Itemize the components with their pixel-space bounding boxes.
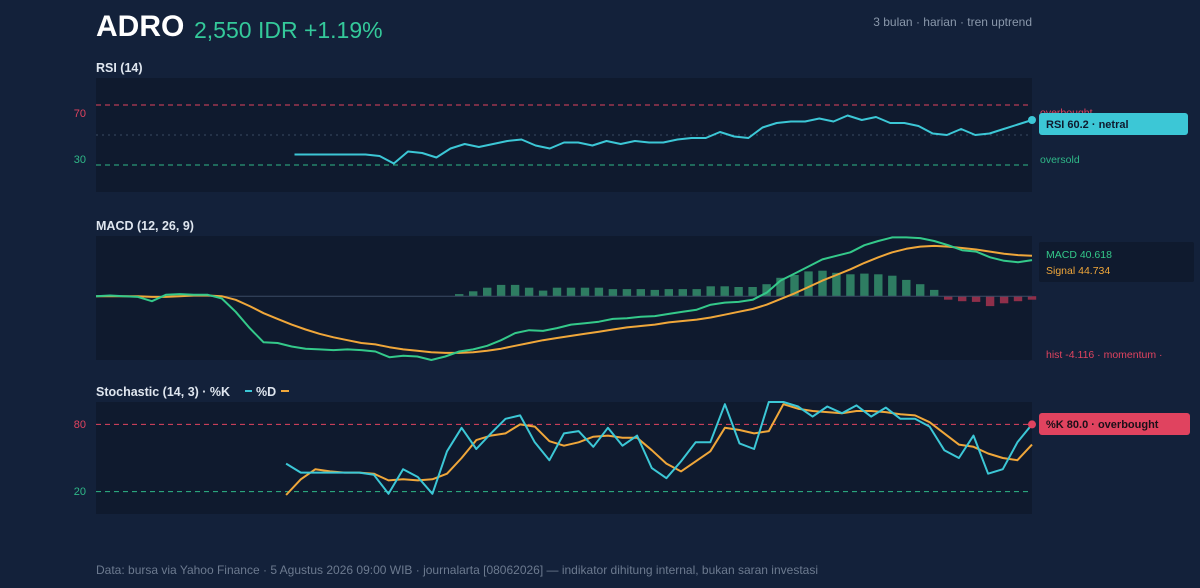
macd-hist-bar [455,294,464,297]
stoch-k-line [285,401,1033,495]
macd-hist-bar [692,289,701,297]
macd-legend-signal: Signal 44.734 [1046,265,1110,277]
macd-hist-bar [971,296,981,302]
macd-legend-hist: hist -4.116 · momentum · [1046,349,1163,361]
macd-hist-bar [930,289,939,297]
macd-hist-bar [483,287,492,297]
stoch-last-point [1028,420,1036,429]
stoch-legend-d: %D [256,385,276,399]
rsi-oversold-label: oversold [1040,154,1080,166]
stoch-callout-box [1039,413,1190,435]
rsi-tick-70: 70 [74,108,86,120]
rsi-tick-30: 30 [74,154,86,166]
macd-hist-bar [902,279,911,297]
stoch-tick-80: 80 [74,419,86,431]
macd-hist-bar [469,291,478,297]
macd-panel [96,236,1032,360]
macd-hist-bar [818,270,827,297]
macd-hist-bar [622,289,632,297]
macd-hist-bar [888,275,897,297]
macd-hist-bar [748,287,757,297]
macd-hist-bar [846,274,855,297]
macd-hist-bar [734,287,743,297]
macd-legend-box [1039,242,1194,282]
macd-hist-bar [776,277,785,297]
macd-hist-bar [594,287,604,297]
macd-hist-bar [496,284,506,297]
stoch-layer [96,401,1036,496]
macd-hist-bar [958,296,967,302]
macd-hist-bar [832,272,841,297]
macd-layer [95,236,1037,361]
macd-hist-bar [1013,296,1023,302]
macd-hist-bar [916,284,925,297]
macd-legend-macd: MACD 40.618 [1046,249,1112,261]
macd-hist-bar [636,289,645,297]
stoch-title: Stochastic (14, 3) · %K [96,385,230,399]
macd-hist-bar [804,271,813,297]
macd-hist-bar [944,296,953,300]
rsi-callout-box [1039,113,1188,135]
macd-hist-bar [860,273,869,297]
macd-hist-bar [1027,296,1037,300]
macd-hist-bar [524,287,534,297]
macd-hist-bar [552,287,562,297]
macd-hist-bar [874,274,883,297]
macd-hist-bar [608,289,618,297]
macd-hist-bar [650,289,659,297]
rsi-title: RSI (14) [96,61,143,75]
stoch-panel [96,402,1032,514]
ticker-symbol: ADRO [96,10,185,43]
macd-hist-bar [706,286,715,297]
price-quote: 2,550 IDR +1.19% [194,17,383,43]
macd-hist-bar [790,275,799,297]
rsi-layer [96,104,1036,166]
stoch-d-line [285,403,1033,496]
macd-hist-bar [664,289,673,297]
macd-hist-bar [999,296,1009,304]
macd-hist-bar [762,284,771,297]
macd-line [95,236,1033,361]
rsi-line [294,114,1033,165]
chart-meta: 3 bulan · harian · tren uptrend [873,15,1032,29]
macd-hist-bar [720,286,729,297]
rsi-callout-text: RSI 60.2 · netral [1046,119,1129,131]
stoch-tick-20: 20 [74,486,86,498]
stoch-callout-text: %K 80.0 · overbought [1046,419,1159,431]
macd-title: MACD (12, 26, 9) [96,219,194,233]
macd-hist-bar [678,289,687,297]
macd-hist-bar [580,287,590,297]
macd-signal-line [96,244,1033,354]
macd-hist-bar [538,290,548,297]
macd-hist-bar [510,284,520,297]
macd-hist-bar [566,287,576,297]
rsi-last-point [1028,116,1036,124]
footer-note: Data: bursa via Yahoo Finance · 5 Agustu… [96,563,818,577]
macd-hist-bar [985,296,995,307]
